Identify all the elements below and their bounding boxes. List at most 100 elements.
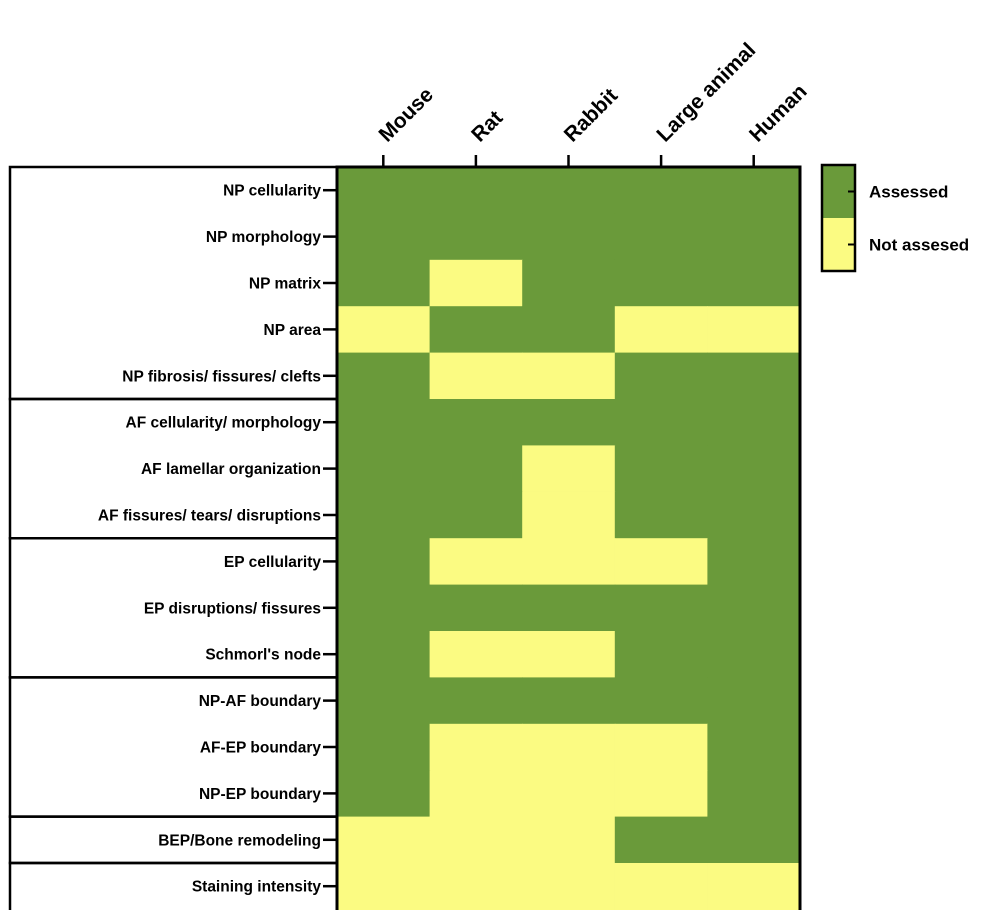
heatmap-cell: [429, 167, 523, 214]
heatmap-cell: [707, 167, 801, 214]
heatmap-cell: [614, 259, 708, 307]
heatmap-cell: [522, 677, 616, 725]
heatmap-cell: [337, 306, 431, 354]
heatmap-cell: [337, 538, 431, 586]
row-label: NP fibrosis/ fissures/ clefts: [122, 368, 321, 385]
heatmap-cell: [614, 167, 708, 214]
heatmap-cell: [614, 306, 708, 354]
heatmap-cell: [429, 863, 523, 910]
row-label: Staining intensity: [192, 879, 322, 896]
heatmap-cell: [337, 167, 431, 214]
heatmap-cell: [614, 631, 708, 678]
heatmap-cell: [522, 399, 616, 446]
row-label: NP-AF boundary: [199, 693, 322, 710]
legend-label: Assessed: [869, 183, 948, 202]
column-label: Mouse: [375, 83, 438, 146]
heatmap-cell: [337, 631, 431, 678]
heatmap-cells: [335, 155, 802, 910]
heatmap-cell: [614, 816, 708, 864]
heatmap-cell: [707, 491, 801, 539]
row-label: EP disruptions/ fissures: [144, 600, 321, 617]
row-label: AF-EP boundary: [200, 740, 322, 757]
heatmap-cell: [522, 863, 616, 910]
heatmap-cell: [707, 445, 801, 493]
row-label: Schmorl's node: [205, 647, 321, 664]
heatmap-cell: [337, 816, 431, 864]
heatmap-cell: [337, 445, 431, 493]
heatmap-cell: [707, 259, 801, 307]
heatmap-cell: [337, 491, 431, 539]
heatmap-cell: [429, 445, 523, 493]
heatmap-cell: [522, 259, 616, 307]
heatmap-cell: [522, 723, 616, 771]
heatmap-cell: [707, 863, 801, 910]
heatmap-cell: [707, 770, 801, 818]
heatmap-cell: [614, 352, 708, 400]
heatmap-cell: [429, 399, 523, 446]
heatmap-cell: [707, 213, 801, 261]
heatmap-cell: [614, 213, 708, 261]
heatmap-cell: [707, 816, 801, 864]
heatmap-cell: [522, 445, 616, 493]
heatmap-cell: [522, 770, 616, 818]
column-label: Rat: [467, 106, 507, 146]
heatmap-cell: [707, 677, 801, 725]
heatmap-cell: [337, 723, 431, 771]
heatmap-cell: [429, 677, 523, 725]
heatmap-cell: [614, 677, 708, 725]
row-label: AF lamellar organization: [141, 461, 321, 478]
heatmap-cell: [429, 816, 523, 864]
row-label: NP matrix: [249, 276, 321, 293]
heatmap-cell: [707, 723, 801, 771]
column-label: Human: [745, 80, 812, 147]
heatmap-cell: [522, 491, 616, 539]
heatmap-cell: [522, 584, 616, 632]
heatmap-cell: [707, 352, 801, 400]
row-label: EP cellularity: [224, 554, 321, 571]
heatmap-cell: [429, 259, 523, 307]
heatmap-cell: [522, 816, 616, 864]
column-label: Rabbit: [560, 84, 622, 146]
heatmap-cell: [614, 445, 708, 493]
row-label: BEP/Bone remodeling: [158, 832, 321, 849]
heatmap-cell: [522, 213, 616, 261]
heatmap-cell: [337, 399, 431, 446]
heatmap-cell: [429, 306, 523, 354]
heatmap-cell: [707, 584, 801, 632]
heatmap-cell: [614, 863, 708, 910]
heatmap-cell: [614, 538, 708, 586]
heatmap-cell: [337, 213, 431, 261]
row-label: NP cellularity: [223, 183, 321, 200]
legend-label: Not assesed: [869, 236, 969, 255]
heatmap-cell: [522, 352, 616, 400]
heatmap-cell: [429, 770, 523, 818]
heatmap-cell: [337, 584, 431, 632]
heatmap-cell: [614, 770, 708, 818]
heatmap-cell: [337, 352, 431, 400]
heatmap-cell: [614, 723, 708, 771]
heatmap-cell: [707, 399, 801, 446]
heatmap-cell: [429, 538, 523, 586]
legend-frame: [820, 163, 857, 273]
heatmap-cell: [429, 491, 523, 539]
heatmap-cell: [337, 259, 431, 307]
heatmap-cell: [429, 631, 523, 678]
row-label: NP-EP boundary: [199, 786, 321, 803]
heatmap-cell: [522, 631, 616, 678]
row-labels: NP cellularity NP morphology NP matrix NP a…: [98, 183, 337, 896]
heatmap-cell: [337, 770, 431, 818]
heatmap-cell: [429, 584, 523, 632]
heatmap-cell: [337, 677, 431, 725]
heatmap-cell: [429, 213, 523, 261]
row-group-box: [8, 861, 337, 910]
row-label: AF fissures/ tears/ disruptions: [98, 508, 321, 525]
row-label: NP morphology: [206, 229, 321, 246]
heatmap-cell: [429, 352, 523, 400]
heatmap-cell: [429, 723, 523, 771]
heatmap-cell: [522, 306, 616, 354]
heatmap-cell: [707, 538, 801, 586]
heatmap-cell: [522, 167, 616, 214]
row-label: AF cellularity/ morphology: [126, 415, 322, 432]
